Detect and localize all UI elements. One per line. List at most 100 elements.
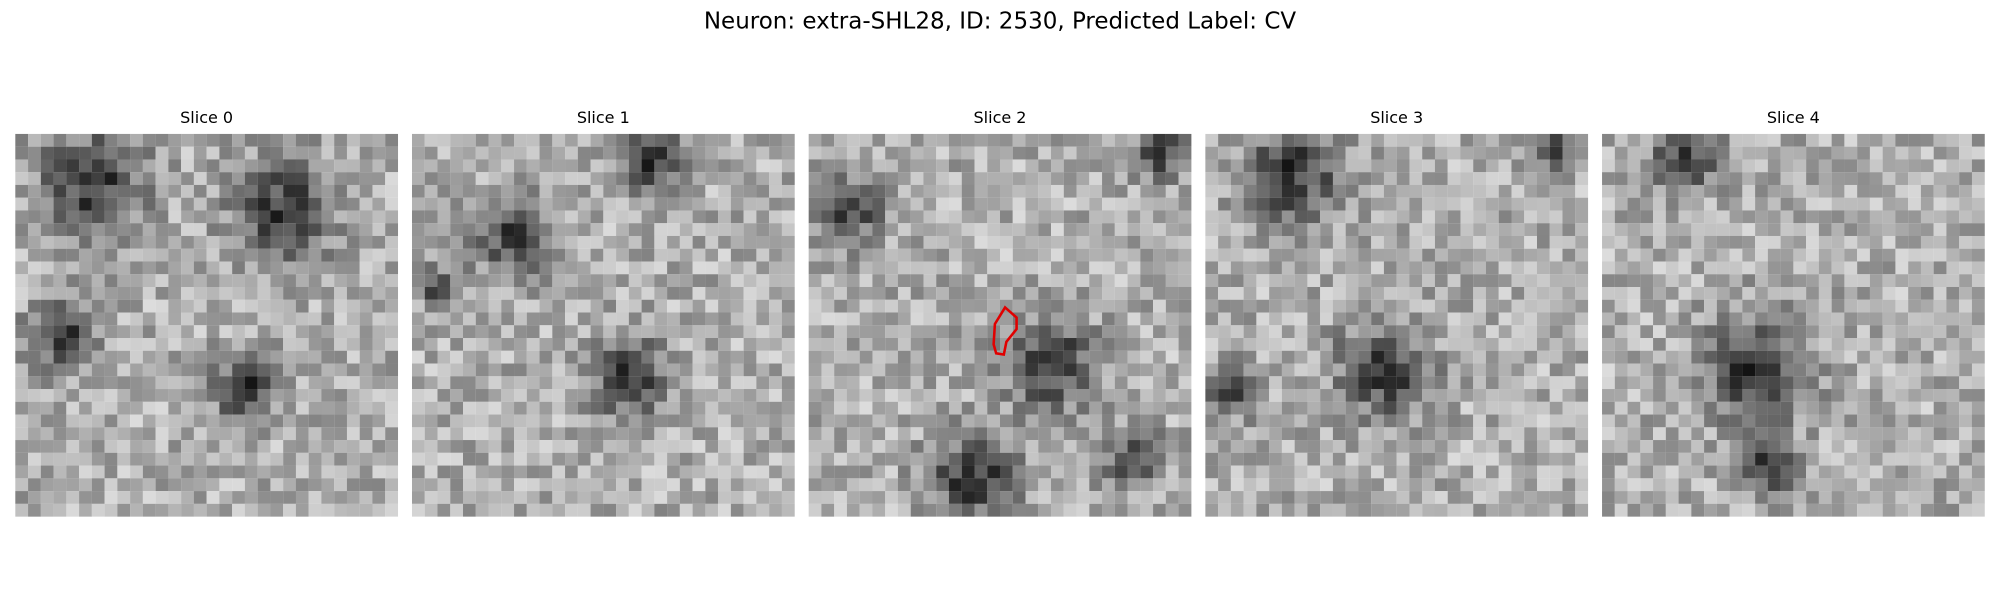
pixel bbox=[334, 389, 348, 402]
pixel bbox=[359, 133, 373, 147]
pixel bbox=[450, 363, 464, 377]
pixel bbox=[1882, 325, 1896, 339]
pixel bbox=[1345, 197, 1359, 211]
pixel bbox=[1818, 491, 1832, 504]
pixel bbox=[1793, 146, 1807, 160]
pixel bbox=[654, 325, 668, 339]
pixel bbox=[488, 465, 502, 479]
pixel bbox=[1908, 159, 1921, 173]
pixel bbox=[1665, 389, 1679, 402]
pixel bbox=[705, 465, 719, 479]
pixel bbox=[450, 414, 464, 428]
pixel bbox=[1665, 350, 1679, 364]
pixel bbox=[1882, 261, 1896, 275]
pixel bbox=[552, 146, 566, 160]
pixel bbox=[834, 274, 848, 288]
pixel bbox=[654, 338, 668, 351]
pixel bbox=[155, 440, 169, 453]
pixel bbox=[1742, 491, 1756, 504]
pixel bbox=[1243, 414, 1257, 428]
pixel bbox=[475, 197, 489, 211]
pixel bbox=[1562, 146, 1576, 160]
pixel bbox=[872, 146, 886, 160]
pixel bbox=[910, 325, 924, 339]
pixel bbox=[1549, 427, 1563, 441]
pixel bbox=[1691, 210, 1705, 224]
pixel bbox=[346, 286, 360, 300]
pixel bbox=[308, 172, 322, 186]
pixel bbox=[1562, 452, 1576, 466]
pixel bbox=[28, 299, 41, 313]
pixel bbox=[372, 389, 386, 402]
pixel bbox=[270, 159, 284, 173]
pixel bbox=[1716, 401, 1730, 415]
pixel bbox=[1536, 363, 1550, 377]
pixel bbox=[334, 286, 348, 300]
pixel bbox=[1857, 235, 1870, 249]
pixel bbox=[1345, 452, 1359, 466]
pixel bbox=[1307, 478, 1321, 492]
pixel bbox=[821, 172, 835, 186]
pixel bbox=[974, 376, 988, 390]
pixel bbox=[1729, 210, 1743, 224]
pixel bbox=[372, 350, 386, 364]
pixel bbox=[1524, 503, 1538, 517]
pixel bbox=[821, 146, 835, 160]
pixel bbox=[1281, 133, 1295, 147]
pixel bbox=[846, 363, 860, 377]
pixel bbox=[219, 172, 233, 186]
pixel bbox=[923, 389, 937, 402]
pixel bbox=[743, 133, 757, 147]
pixel bbox=[1281, 478, 1295, 492]
pixel bbox=[808, 350, 822, 364]
pixel bbox=[1358, 146, 1372, 160]
pixel bbox=[565, 274, 578, 288]
pixel bbox=[552, 503, 566, 517]
pixel bbox=[1256, 235, 1270, 249]
pixel bbox=[1971, 286, 1985, 300]
pixel bbox=[488, 452, 502, 466]
pixel bbox=[743, 452, 757, 466]
pixel bbox=[1460, 248, 1474, 262]
pixel bbox=[1498, 261, 1512, 275]
pixel bbox=[1793, 286, 1807, 300]
pixel bbox=[142, 248, 156, 262]
pixel bbox=[1857, 414, 1870, 428]
pixel bbox=[1345, 274, 1359, 288]
pixel bbox=[1460, 478, 1474, 492]
pixel bbox=[705, 376, 719, 390]
pixel bbox=[104, 376, 118, 390]
pixel bbox=[897, 376, 911, 390]
pixel bbox=[1127, 363, 1141, 377]
pixel bbox=[1205, 401, 1219, 415]
pixel bbox=[1729, 184, 1743, 198]
pixel bbox=[411, 376, 425, 390]
pixel bbox=[1716, 350, 1730, 364]
pixel bbox=[654, 274, 668, 288]
pixel bbox=[117, 235, 131, 249]
pixel bbox=[667, 299, 680, 313]
pixel bbox=[692, 427, 706, 441]
pixel bbox=[1780, 465, 1794, 479]
pixel bbox=[1933, 389, 1947, 402]
pixel bbox=[603, 286, 617, 300]
pixel bbox=[117, 261, 131, 275]
pixel bbox=[295, 452, 309, 466]
pixel bbox=[142, 465, 156, 479]
pixel bbox=[1742, 133, 1756, 147]
pixel bbox=[244, 427, 258, 441]
pixel bbox=[1908, 133, 1921, 147]
pixel bbox=[974, 248, 988, 262]
pixel bbox=[1562, 503, 1576, 517]
pixel bbox=[859, 274, 873, 288]
pixel bbox=[1460, 184, 1474, 198]
pixel bbox=[1422, 133, 1436, 147]
pixel bbox=[718, 363, 731, 377]
pixel bbox=[769, 325, 782, 339]
pixel bbox=[1153, 503, 1166, 517]
pixel bbox=[1511, 491, 1525, 504]
pixel bbox=[1076, 248, 1090, 262]
pixel bbox=[1818, 312, 1832, 326]
pixel bbox=[1038, 427, 1052, 441]
pixel bbox=[1256, 325, 1270, 339]
